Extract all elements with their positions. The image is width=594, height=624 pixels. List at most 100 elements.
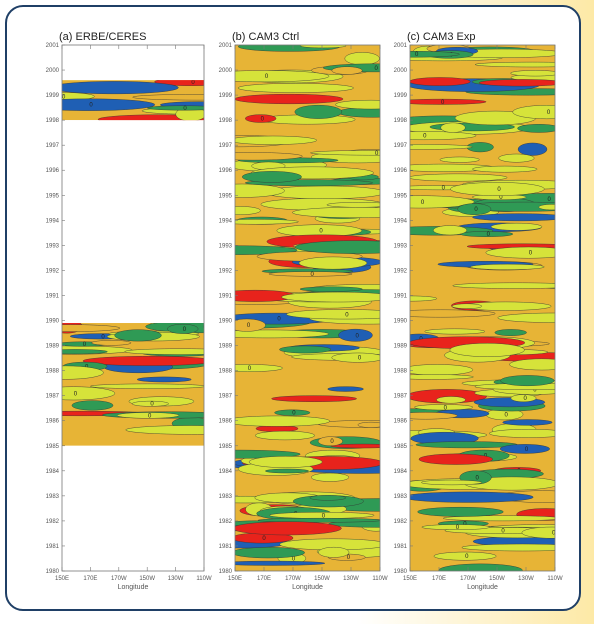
contour-label: 0	[247, 323, 251, 329]
contour-label: 0	[101, 334, 105, 340]
y-tick-label: 1995	[46, 193, 60, 199]
x-tick-label: 150E	[55, 576, 69, 582]
y-tick-label: 1988	[394, 369, 408, 375]
anomaly-blob	[497, 312, 555, 323]
y-tick-label: 1983	[219, 494, 233, 500]
anomaly-blob	[167, 323, 199, 334]
anomaly-blob	[147, 105, 204, 111]
anomaly-blob	[62, 81, 179, 95]
anomaly-blob	[132, 94, 204, 101]
y-tick-label: 1983	[46, 494, 60, 500]
anomaly-blob	[331, 66, 363, 75]
x-tick-label: 130W	[343, 576, 359, 582]
contour-label: 0	[375, 151, 379, 157]
anomaly-blob	[235, 135, 317, 145]
anomaly-blob	[450, 182, 545, 196]
y-tick-label: 1980	[46, 569, 60, 575]
y-tick-label: 1991	[46, 293, 60, 299]
anomaly-blob	[62, 365, 104, 380]
anomaly-blob	[357, 421, 380, 428]
contour-label: 0	[456, 525, 460, 531]
anomaly-blob	[154, 80, 204, 86]
anomaly-blob	[309, 495, 347, 501]
y-tick-label: 1999	[46, 93, 60, 99]
y-tick-label: 1985	[219, 444, 233, 450]
anomaly-blob	[410, 131, 477, 140]
y-tick-label: 1998	[46, 118, 60, 124]
y-tick-label: 1982	[394, 519, 408, 525]
anomaly-blob	[410, 144, 473, 150]
anomaly-blob	[235, 93, 344, 105]
contour-label: 0	[487, 232, 491, 238]
anomaly-blob	[235, 183, 285, 198]
anomaly-blob	[235, 560, 326, 566]
contour-label: 0	[529, 251, 533, 257]
anomaly-blob	[271, 395, 357, 402]
anomaly-blob	[410, 173, 508, 182]
anomaly-blob	[500, 375, 555, 387]
contour-label: 0	[525, 447, 529, 453]
anomaly-blob	[235, 547, 305, 559]
anomaly-blob	[292, 207, 380, 218]
anomaly-blob	[439, 156, 480, 163]
anomaly-blob	[294, 104, 343, 119]
anomaly-field: 00000000000000000000000000000000000	[410, 45, 559, 571]
y-tick-label: 1984	[219, 469, 233, 475]
contour-label: 0	[444, 405, 448, 411]
anomaly-blob	[235, 415, 330, 427]
y-tick-label: 1991	[394, 293, 408, 299]
anomaly-blob	[235, 364, 283, 372]
anomaly-blob	[255, 430, 315, 441]
panel-3: 00000000000000000000000000000000000 (c) C…	[394, 31, 563, 591]
y-tick-label: 1984	[394, 469, 408, 475]
x-tick-label: 150E	[403, 576, 417, 582]
y-tick-label: 1983	[394, 494, 408, 500]
y-tick-label: 1987	[46, 394, 60, 400]
anomaly-blob	[327, 386, 364, 392]
contour-label: 0	[355, 333, 359, 339]
anomaly-blob	[443, 515, 555, 522]
contour-label: 0	[262, 536, 266, 542]
contour-label: 0	[555, 76, 559, 82]
x-tick-label: 170W	[111, 576, 127, 582]
anomaly-blob	[410, 51, 460, 58]
anomaly-blob	[318, 546, 350, 558]
y-tick-label: 1986	[46, 419, 60, 425]
y-tick-label: 1982	[46, 519, 60, 525]
x-tick-label: 150W	[489, 576, 505, 582]
contour-label: 0	[345, 312, 349, 318]
anomaly-blob	[235, 329, 330, 339]
anomaly-blob	[300, 45, 347, 49]
y-tick-label: 1986	[219, 419, 233, 425]
y-tick-label: 2000	[219, 68, 233, 74]
y-tick-label: 2001	[219, 43, 233, 49]
anomaly-blob	[421, 479, 483, 486]
y-tick-label: 1980	[219, 569, 233, 575]
contour-label: 0	[548, 197, 552, 203]
x-tick-label: 170W	[460, 576, 476, 582]
anomaly-blob	[114, 329, 162, 342]
panel-2: 000000000000000000000000(b) CAM3 Ctrl200…	[219, 31, 388, 591]
anomaly-blob	[286, 309, 380, 320]
x-tick-label: 110W	[196, 576, 212, 582]
contour-label: 0	[347, 555, 351, 561]
contour-label: 0	[547, 110, 551, 116]
anomaly-blob	[311, 472, 350, 482]
anomaly-blob	[489, 429, 555, 438]
y-tick-label: 1990	[394, 319, 408, 325]
contour-label: 0	[89, 103, 93, 109]
y-tick-label: 1995	[219, 193, 233, 199]
panel-border	[234, 44, 381, 572]
y-tick-label: 1996	[219, 168, 233, 174]
anomaly-blob	[410, 195, 475, 209]
contour-label: 0	[191, 80, 195, 86]
anomaly-blob	[410, 364, 474, 376]
y-tick-label: 1992	[394, 268, 408, 274]
x-tick-label: 110W	[372, 576, 388, 582]
anomaly-blob	[317, 436, 343, 446]
x-tick-label: 170E	[432, 576, 446, 582]
anomaly-blob	[331, 352, 380, 363]
contour-label: 0	[261, 117, 265, 123]
y-tick-label: 1996	[394, 168, 408, 174]
